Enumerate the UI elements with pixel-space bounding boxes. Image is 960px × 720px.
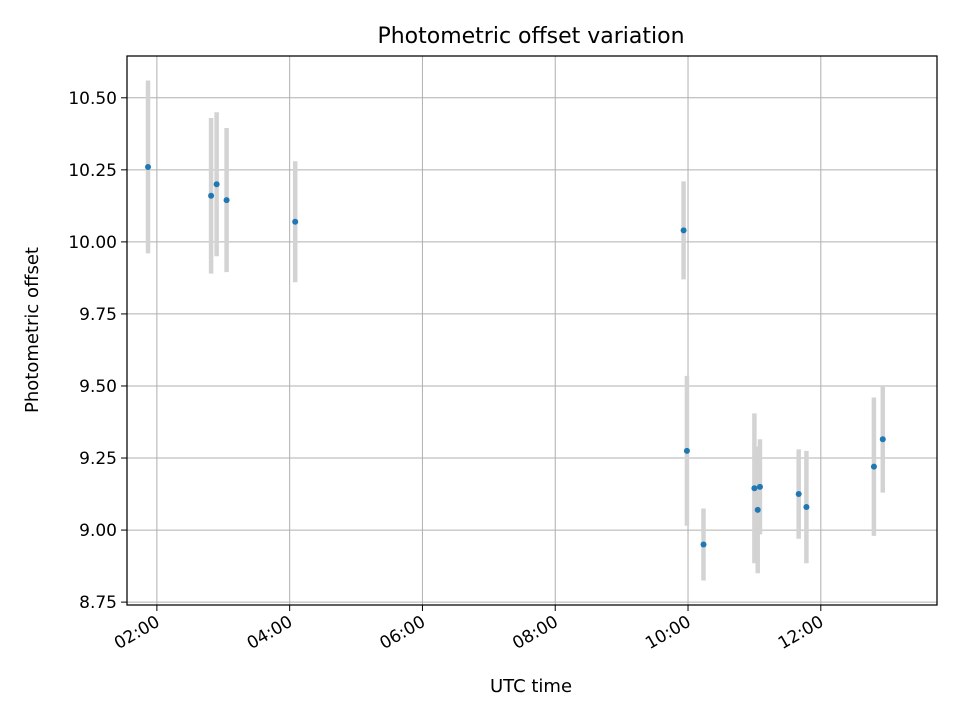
data-point [879, 436, 886, 443]
y-tick-label: 10.00 [68, 233, 117, 253]
y-tick-label: 9.00 [79, 521, 117, 541]
data-point [145, 163, 152, 170]
grid [127, 56, 937, 605]
y-axis-ticks: 8.75 9.00 9.25 9.50 9.75 10.00 10.25 10.50 [68, 89, 127, 613]
plot-frame [126, 55, 938, 606]
y-tick-label: 9.75 [79, 305, 117, 325]
y-tick-label: 9.25 [79, 449, 117, 469]
y-tick-label: 8.75 [79, 593, 117, 613]
data-point [700, 541, 707, 548]
data-point [208, 192, 215, 199]
data-points [145, 163, 886, 548]
data-point [754, 506, 761, 513]
y-tick-label: 10.50 [68, 89, 117, 109]
y-tick-label: 10.25 [68, 161, 117, 181]
data-point [683, 447, 690, 454]
x-axis-label: UTC time [490, 676, 572, 697]
data-point [756, 483, 763, 490]
y-tick-label: 9.50 [79, 377, 117, 397]
data-point [223, 197, 230, 204]
data-point [803, 504, 810, 511]
chart-title: Photometric offset variation [377, 24, 684, 49]
data-point [795, 491, 802, 498]
data-point [870, 463, 877, 470]
data-point [680, 227, 687, 234]
y-axis-label: Photometric offset [22, 247, 43, 413]
data-point [292, 218, 299, 225]
data-point [213, 181, 220, 188]
data-point [751, 485, 758, 492]
